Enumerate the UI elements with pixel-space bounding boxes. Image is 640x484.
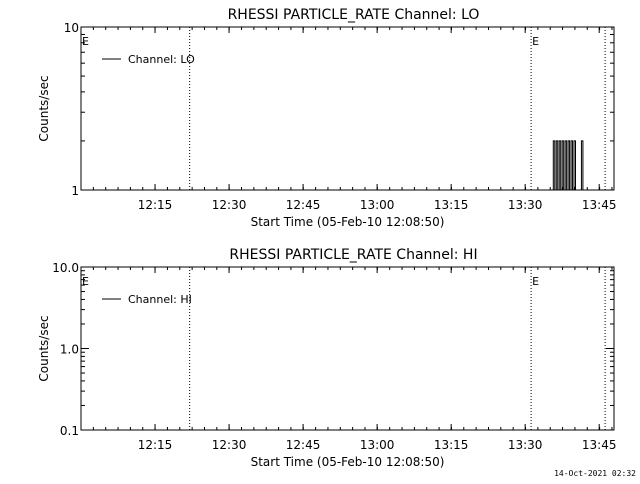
y-tick-label: 1.0 bbox=[60, 343, 79, 357]
x-tick-label: 13:30 bbox=[508, 198, 543, 212]
chart-title: RHESSI PARTICLE_RATE Channel: LO bbox=[228, 7, 480, 23]
plot-frame bbox=[80, 26, 615, 191]
x-axis-label: Start Time (05-Feb-10 12:08:50) bbox=[251, 455, 445, 469]
legend-label: Channel: LO bbox=[128, 53, 195, 66]
y-axis-label: Counts/sec bbox=[37, 75, 51, 141]
x-tick-label: 12:30 bbox=[212, 438, 247, 452]
y-tick-label: 0.1 bbox=[60, 424, 79, 438]
event-marker-label: E bbox=[82, 35, 89, 48]
x-tick-label: 13:00 bbox=[360, 198, 395, 212]
x-tick-label: 13:30 bbox=[508, 438, 543, 452]
y-tick-label: 1 bbox=[71, 184, 79, 198]
plot-frame bbox=[80, 266, 615, 431]
event-marker-label: E bbox=[532, 35, 539, 48]
x-tick-label: 13:00 bbox=[360, 438, 395, 452]
timestamp-footer: 14-Oct-2021 02:32 bbox=[554, 469, 636, 478]
series-line bbox=[551, 140, 584, 191]
x-axis-label: Start Time (05-Feb-10 12:08:50) bbox=[251, 215, 445, 229]
x-tick-label: 12:30 bbox=[212, 198, 247, 212]
x-tick-label: 13:45 bbox=[582, 438, 617, 452]
x-tick-label: 13:15 bbox=[434, 438, 469, 452]
x-tick-label: 12:15 bbox=[138, 198, 173, 212]
event-marker-label: E bbox=[532, 275, 539, 288]
chart-title: RHESSI PARTICLE_RATE Channel: HI bbox=[229, 247, 477, 263]
event-marker-label: E bbox=[82, 275, 89, 288]
y-tick-label: 10.0 bbox=[52, 261, 79, 275]
x-tick-label: 12:45 bbox=[286, 438, 321, 452]
x-tick-label: 12:15 bbox=[138, 438, 173, 452]
x-tick-label: 13:45 bbox=[582, 198, 617, 212]
y-tick-label: 10 bbox=[64, 21, 79, 35]
x-tick-label: 12:45 bbox=[286, 198, 321, 212]
y-axis-label: Counts/sec bbox=[37, 315, 51, 381]
x-tick-label: 13:15 bbox=[434, 198, 469, 212]
legend-label: Channel: HI bbox=[128, 293, 192, 306]
